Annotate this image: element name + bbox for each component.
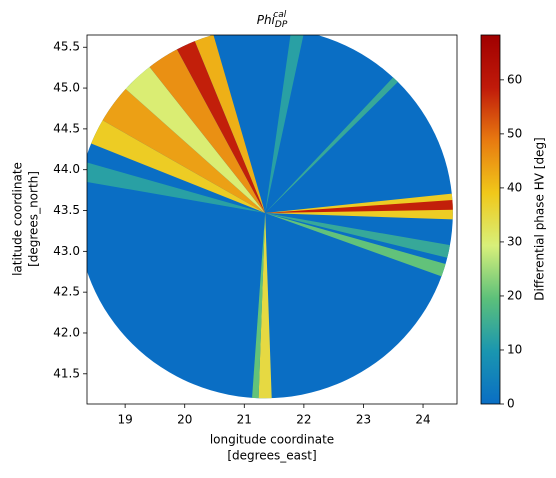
colorbar-tick-label: 50	[507, 126, 522, 140]
y-tick-label: 43.5	[53, 203, 80, 217]
colorbar-tick-label: 30	[507, 234, 522, 248]
radar-sector	[194, 35, 266, 213]
x-axis-label: [degrees_east]	[227, 449, 316, 463]
x-axis-label: longitude coordinate	[210, 433, 334, 447]
colorbar	[480, 34, 501, 405]
y-tick-label: 42.5	[53, 285, 80, 299]
x-tick-label: 21	[237, 413, 252, 427]
y-axis-label: latitude coordinate	[11, 162, 25, 276]
colorbar-tick-label: 40	[507, 180, 522, 194]
colorbar-tick-label: 10	[507, 342, 522, 356]
colorbar-tick-label: 60	[507, 72, 522, 86]
y-axis-label: [degrees_north]	[27, 171, 41, 267]
x-tick-label: 22	[296, 413, 311, 427]
radar-sector	[91, 120, 266, 213]
x-tick-label: 19	[117, 413, 132, 427]
radar-sector	[125, 66, 266, 213]
colorbar-tick-label: 0	[507, 397, 515, 411]
y-tick-label: 42.0	[53, 325, 80, 339]
y-tick-label: 43.0	[53, 244, 80, 258]
radar-sector	[102, 88, 266, 213]
radar-sector	[252, 212, 266, 399]
radar-sector	[177, 41, 266, 213]
y-tick-label: 44.5	[53, 121, 80, 135]
radar-sector	[265, 212, 446, 277]
x-tick-label: 23	[356, 413, 371, 427]
colorbar-label: Differential phase HV [deg]	[533, 137, 547, 300]
colorbar-tick-label: 20	[507, 288, 522, 302]
radar-sector	[258, 212, 272, 399]
radar-sector	[265, 77, 398, 213]
x-tick-label: 20	[177, 413, 192, 427]
radar-sector	[149, 49, 266, 213]
y-tick-label: 44.0	[53, 162, 80, 176]
y-tick-label: 45.0	[53, 81, 80, 95]
radar-sector	[265, 200, 453, 213]
plot-area	[87, 35, 453, 399]
plot-frame	[86, 34, 458, 405]
radar-sector	[265, 212, 450, 258]
title-base: Phi	[257, 13, 276, 27]
radar-sector	[265, 35, 304, 213]
x-tick-label: 24	[415, 413, 430, 427]
y-tick-label: 45.5	[53, 40, 80, 54]
radar-sector	[87, 162, 266, 213]
chart-title: PhiDPcal	[257, 10, 288, 30]
title-sup: cal	[273, 10, 286, 20]
title-sub: DP	[275, 20, 288, 30]
y-tick-label: 41.5	[53, 366, 80, 380]
